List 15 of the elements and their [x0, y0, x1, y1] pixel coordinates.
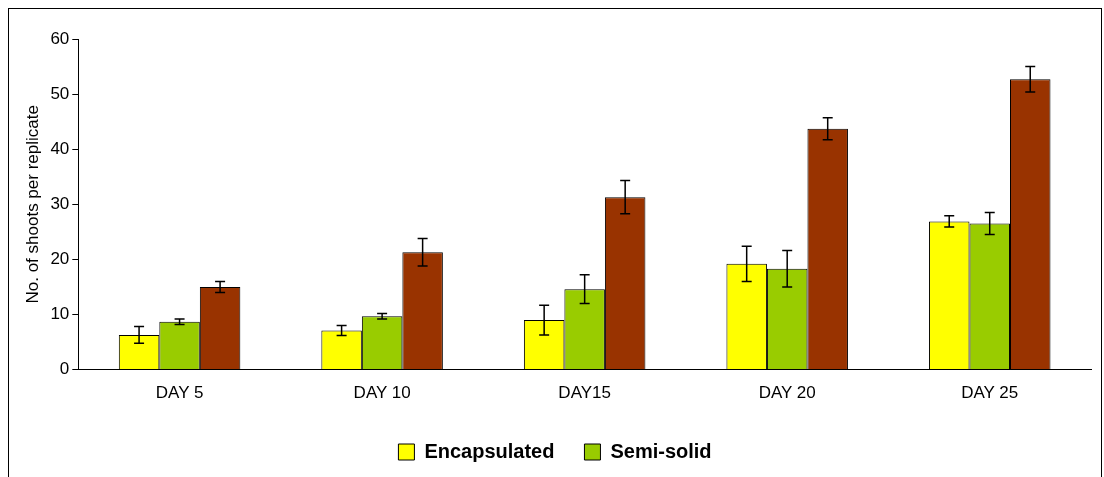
- x-tick-label: DAY 10: [353, 383, 411, 403]
- x-tick-label: DAY 20: [758, 383, 816, 403]
- x-tick-label: DAY 25: [961, 383, 1019, 403]
- y-tick-label: 40: [50, 138, 70, 158]
- y-tick-label: 10: [50, 304, 70, 324]
- y-axis-title: No. of shoots per replicate: [22, 105, 42, 304]
- x-tick-label: DAY 5: [155, 383, 204, 403]
- y-tick-label: 60: [50, 28, 70, 48]
- y-tick-label: 50: [50, 83, 70, 103]
- y-tick-label: 0: [59, 359, 70, 379]
- y-tick-label: 30: [50, 193, 70, 213]
- legend-label: Semi-solid: [610, 439, 712, 462]
- x-tick-label: DAY15: [558, 383, 611, 403]
- legend-label: Encapsulated: [424, 439, 555, 462]
- y-tick-label: 20: [50, 249, 70, 269]
